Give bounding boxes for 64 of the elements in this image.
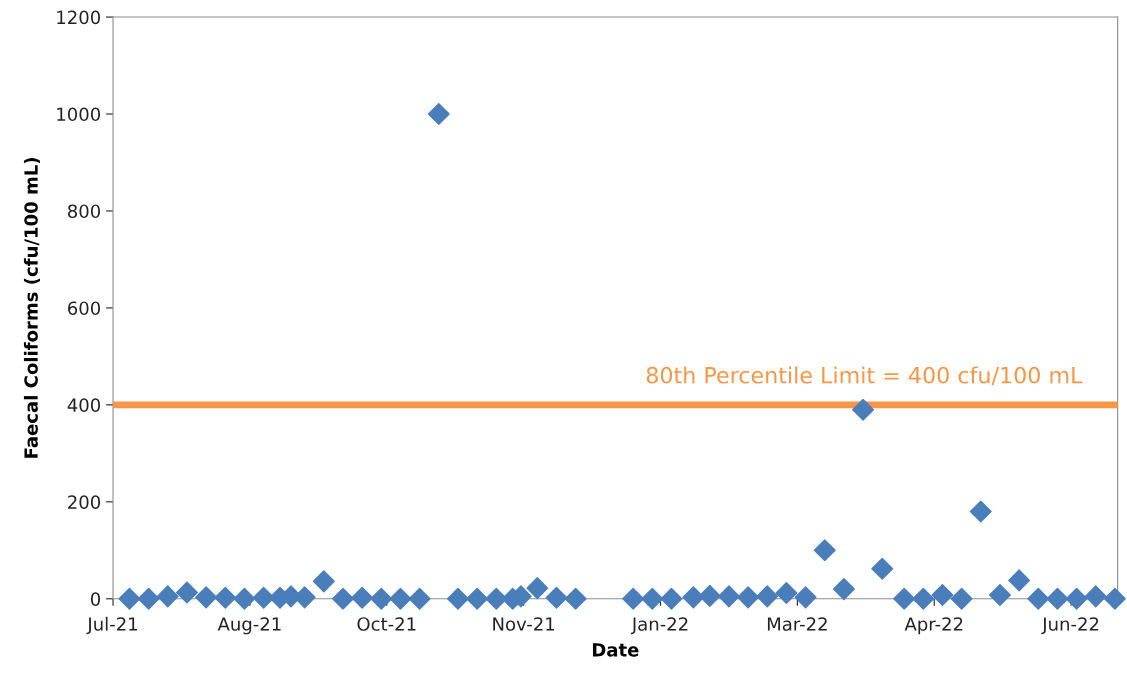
ref-line-label: 80th Percentile Limit = 400 cfu/100 mL	[646, 366, 1083, 386]
point	[912, 587, 935, 610]
point	[931, 583, 954, 606]
x-tick-label: Jul-21	[86, 616, 138, 635]
point	[175, 581, 198, 604]
point	[950, 587, 973, 610]
point	[545, 586, 568, 609]
point	[813, 539, 836, 562]
x-tick-label: Aug-21	[217, 617, 281, 635]
point	[832, 578, 855, 601]
point	[370, 587, 393, 610]
x-tick-label: Mar-22	[767, 617, 827, 631]
y-tick-label: 400	[67, 398, 101, 412]
y-tick-label: 0	[90, 592, 101, 606]
x-axis-title: Date	[592, 643, 639, 657]
point	[1065, 587, 1088, 610]
point	[794, 586, 817, 609]
x-tick-label: Oct-21	[357, 617, 416, 631]
point	[526, 577, 549, 600]
y-tick-label: 600	[68, 301, 101, 316]
y-tick-label: 1200	[57, 10, 101, 25]
point	[466, 587, 489, 610]
point	[156, 585, 179, 608]
point	[682, 586, 705, 609]
point	[660, 587, 683, 610]
point	[351, 586, 374, 609]
point	[233, 587, 256, 610]
point	[331, 587, 354, 610]
point	[1008, 569, 1031, 592]
point	[852, 398, 875, 421]
point	[698, 584, 721, 607]
point	[641, 587, 664, 610]
point	[717, 585, 740, 608]
point	[408, 587, 431, 610]
point	[969, 500, 992, 523]
point	[1046, 587, 1069, 610]
point	[312, 570, 335, 593]
point	[446, 587, 469, 610]
point	[564, 587, 587, 610]
point	[893, 587, 916, 610]
point	[389, 587, 412, 610]
point	[1103, 587, 1126, 610]
y-axis-title: Faecal Coliforms (cfu/100 mL)	[23, 158, 41, 458]
point	[988, 583, 1011, 606]
x-tick-label: Jan-22	[630, 617, 688, 635]
point	[252, 586, 275, 609]
point	[195, 586, 218, 609]
point	[775, 581, 798, 604]
point	[1084, 585, 1107, 608]
x-tick-label: Apr-22	[904, 617, 963, 635]
point	[622, 587, 645, 610]
y-tick-label: 1000	[57, 107, 101, 122]
y-tick-label: 200	[68, 495, 101, 509]
point	[214, 586, 237, 609]
point	[1027, 587, 1050, 610]
point	[118, 587, 141, 610]
y-tick-label: 800	[67, 204, 101, 219]
x-tick-label: Jun-22	[1041, 617, 1099, 635]
point	[427, 103, 450, 126]
point	[737, 586, 760, 609]
x-tick-label: Nov-21	[493, 617, 555, 631]
point	[871, 557, 894, 580]
point	[137, 587, 160, 610]
point	[756, 585, 779, 608]
